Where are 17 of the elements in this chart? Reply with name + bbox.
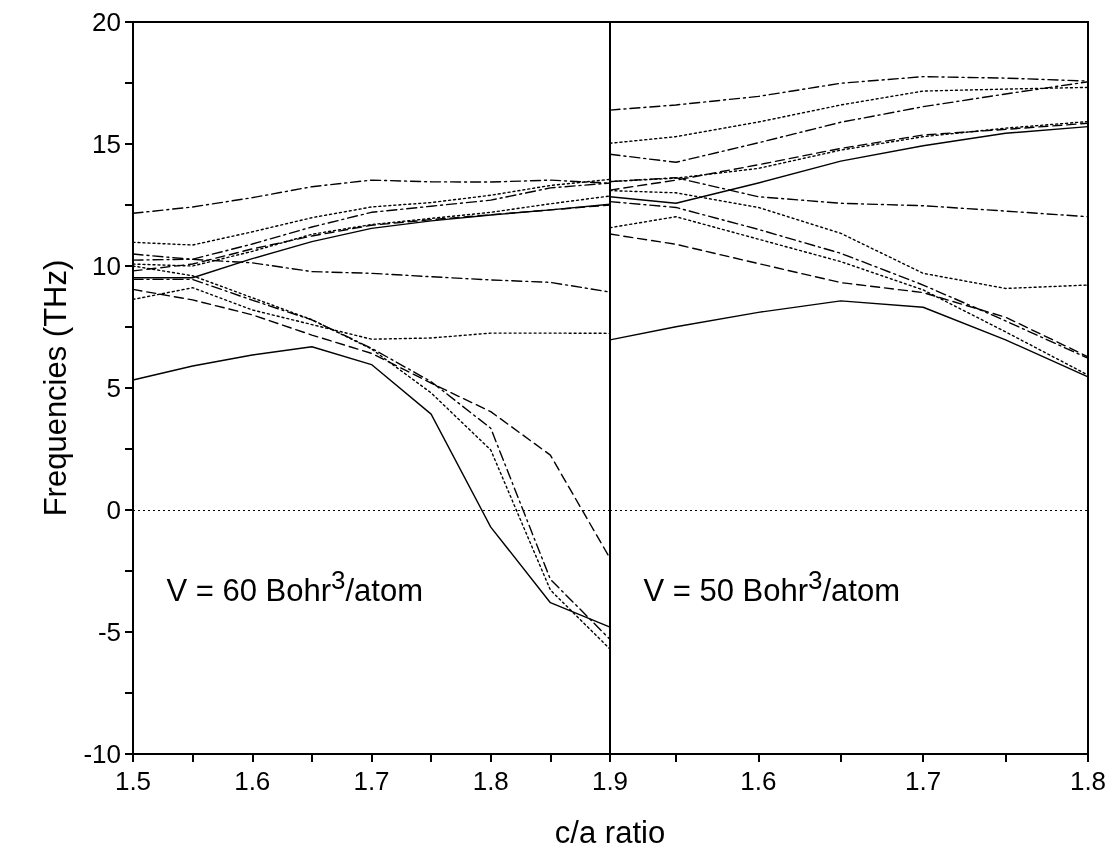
x-tick-label: 1.8: [472, 766, 509, 796]
y-tick-label: 0: [106, 495, 121, 525]
y-tick-label: 5: [106, 373, 121, 403]
y-tick-label: 15: [92, 129, 121, 159]
x-tick-label: 1.7: [905, 766, 942, 796]
y-tick-label: -5: [97, 617, 121, 647]
y-axis-title: Frequencies (THz): [38, 259, 73, 517]
x-axis-title: c/a ratio: [554, 815, 666, 851]
y-tick-label: 20: [92, 7, 121, 37]
y-tick-label: 10: [92, 251, 121, 281]
x-tick-label: 1.7: [353, 766, 390, 796]
x-tick-label: 1.8: [1069, 766, 1107, 796]
x-tick-label: 1.5: [114, 766, 152, 796]
x-tick-label: 1.6: [740, 766, 777, 796]
y-tick-label: -10: [83, 739, 121, 769]
x-tick-label: 1.6: [234, 766, 271, 796]
x-tick-label: 1.9: [591, 766, 629, 796]
